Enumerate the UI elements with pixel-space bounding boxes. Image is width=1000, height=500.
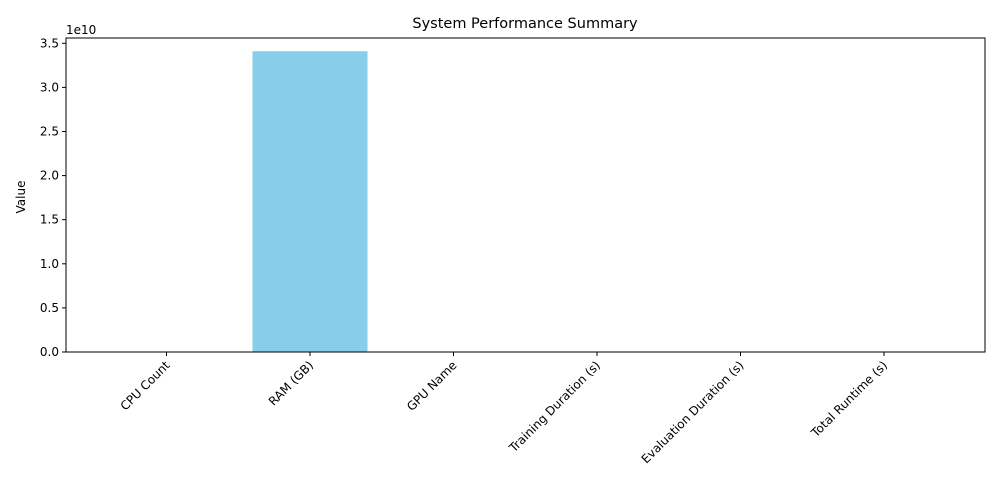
y-tick-label: 1.5: [40, 213, 59, 227]
y-tick-label: 2.0: [40, 169, 59, 183]
y-tick-label: 0.0: [40, 345, 59, 359]
y-axis-scale-label: 1e10: [66, 23, 96, 37]
x-axis-ticks: CPU Count RAM (GB) GPU Name Training Durati…: [118, 352, 890, 466]
y-tick-label: 1.0: [40, 257, 59, 271]
x-tick-label: Evaluation Duration (s): [639, 358, 747, 466]
y-tick-label: 3.5: [40, 36, 59, 50]
x-tick-label: CPU Count: [118, 358, 173, 413]
y-axis-ticks: 0.0 0.5 1.0 1.5 2.0 2.5 3.0 3.5: [40, 36, 66, 359]
plot-frame: [65, 37, 986, 353]
bars-group: [252, 51, 368, 352]
x-tick-label: GPU Name: [404, 358, 460, 414]
chart-title: System Performance Summary: [412, 16, 638, 32]
y-tick-label: 0.5: [40, 301, 59, 315]
y-tick-label: 3.0: [40, 80, 59, 94]
x-tick-label: RAM (GB): [266, 358, 316, 408]
x-tick-label: Total Runtime (s): [808, 358, 890, 440]
x-tick-label: Training Duration (s): [506, 358, 603, 455]
y-axis-title: Value: [14, 181, 28, 214]
y-tick-label: 2.5: [40, 124, 59, 138]
bar-ram-gb: [252, 51, 368, 352]
